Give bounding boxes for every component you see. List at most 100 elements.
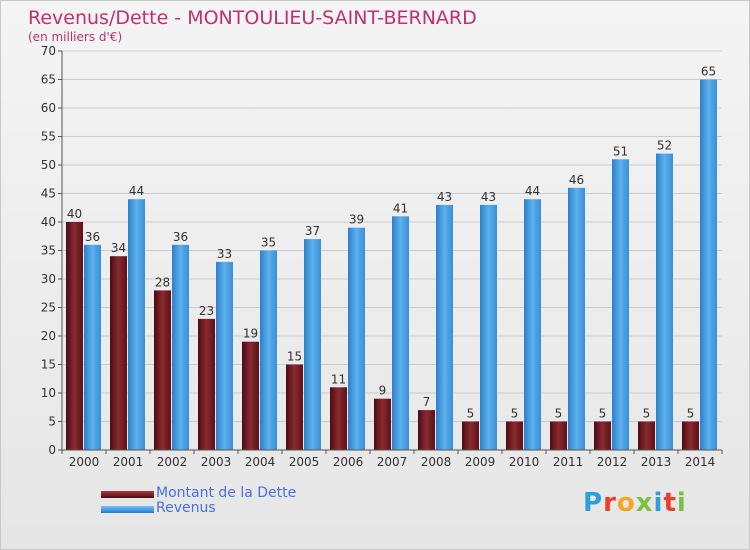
bar-revenus xyxy=(568,187,585,451)
y-tick-label: 5 xyxy=(48,415,56,429)
bar-dette xyxy=(198,318,215,450)
bar-revenus xyxy=(392,216,409,450)
y-tick-label: 65 xyxy=(41,73,56,87)
bar-revenus-label: 43 xyxy=(481,190,496,204)
bar-revenus-label: 35 xyxy=(261,236,276,250)
bar-revenus-label: 39 xyxy=(349,213,364,227)
bar-revenus-label: 41 xyxy=(393,201,408,215)
bar-dette xyxy=(242,341,259,450)
bar-dette xyxy=(418,410,435,450)
bar-dette-label: 5 xyxy=(467,407,475,421)
x-tick-label: 2009 xyxy=(465,455,496,469)
x-tick-label: 2002 xyxy=(157,455,188,469)
bar-revenus xyxy=(480,204,497,450)
x-tick-label: 2011 xyxy=(553,455,584,469)
bar-dette xyxy=(506,421,523,450)
bar-revenus-label: 36 xyxy=(85,230,100,244)
bar-revenus-label: 33 xyxy=(217,247,232,261)
bar-dette-label: 40 xyxy=(67,207,82,221)
y-tick-label: 10 xyxy=(41,386,56,400)
legend-swatch-revenus xyxy=(101,506,154,513)
bar-dette xyxy=(550,421,567,450)
logo-letter: t xyxy=(663,488,677,518)
x-tick-label: 2014 xyxy=(685,455,716,469)
x-tick-label: 2006 xyxy=(333,455,364,469)
bar-dette-label: 5 xyxy=(643,407,651,421)
y-tick-label: 50 xyxy=(41,158,56,172)
bar-revenus xyxy=(700,79,717,450)
y-tick-label: 60 xyxy=(41,101,56,115)
chart-subtitle: (en milliers d'€) xyxy=(28,30,123,44)
bar-dette-label: 5 xyxy=(511,407,519,421)
bar-dette xyxy=(154,290,171,450)
bar-dette-label: 5 xyxy=(599,407,607,421)
bar-revenus-label: 51 xyxy=(613,144,628,158)
x-tick-label: 2010 xyxy=(509,455,540,469)
x-tick-label: 2000 xyxy=(69,455,100,469)
x-tick-label: 2013 xyxy=(641,455,672,469)
bar-dette-label: 19 xyxy=(243,327,258,341)
x-tick-label: 2007 xyxy=(377,455,408,469)
x-tick-label: 2005 xyxy=(289,455,320,469)
bar-revenus-label: 44 xyxy=(129,184,144,198)
legend-label-revenus: Revenus xyxy=(156,500,216,516)
bar-dette-label: 28 xyxy=(155,275,170,289)
bar-revenus-label: 52 xyxy=(657,139,672,153)
logo-letter: i xyxy=(676,488,687,518)
x-tick-label: 2012 xyxy=(597,455,628,469)
bar-revenus xyxy=(656,153,673,450)
bar-dette xyxy=(66,222,83,450)
x-tick-label: 2003 xyxy=(201,455,232,469)
bar-dette xyxy=(374,398,391,450)
y-tick-label: 15 xyxy=(41,358,56,372)
y-tick-label: 70 xyxy=(41,44,56,58)
bar-dette xyxy=(682,421,699,450)
bar-dette-label: 34 xyxy=(111,241,126,255)
bar-revenus xyxy=(260,250,277,450)
bar-dette-label: 11 xyxy=(331,372,346,386)
y-tick-label: 0 xyxy=(48,443,56,457)
bar-dette-label: 9 xyxy=(379,384,387,398)
x-tick-label: 2008 xyxy=(421,455,452,469)
logo-letter: x xyxy=(635,488,654,518)
bar-revenus xyxy=(84,244,101,450)
y-tick-label: 20 xyxy=(41,329,56,343)
bar-revenus xyxy=(612,159,629,451)
y-tick-label: 25 xyxy=(41,301,56,315)
bar-dette-label: 5 xyxy=(555,407,563,421)
bar-revenus xyxy=(304,239,321,450)
bar-dette xyxy=(638,421,655,450)
y-tick-label: 40 xyxy=(41,215,56,229)
bar-revenus-label: 44 xyxy=(525,184,540,198)
chart-title: Revenus/Dette - MONTOULIEU-SAINT-BERNARD xyxy=(28,7,477,29)
bar-dette-label: 7 xyxy=(423,395,431,409)
x-tick-label: 2001 xyxy=(113,455,144,469)
bar-revenus-label: 43 xyxy=(437,190,452,204)
bar-revenus xyxy=(436,204,453,450)
logo-letter: o xyxy=(616,488,636,518)
bar-revenus-label: 36 xyxy=(173,230,188,244)
bar-revenus xyxy=(524,199,541,450)
y-tick-label: 45 xyxy=(41,187,56,201)
bar-revenus xyxy=(216,261,233,450)
logo-letter: i xyxy=(653,488,664,518)
bar-dette xyxy=(330,387,347,450)
bar-dette xyxy=(110,256,127,450)
bar-dette xyxy=(462,421,479,450)
bar-revenus-label: 65 xyxy=(701,65,716,79)
legend-swatch-dette xyxy=(101,491,154,498)
proxiti-logo: Proxiti xyxy=(583,488,687,518)
bar-dette-label: 23 xyxy=(199,304,214,318)
bar-revenus xyxy=(348,227,365,450)
bar-revenus-label: 46 xyxy=(569,173,584,187)
bar-revenus xyxy=(172,244,189,450)
bar-dette-label: 15 xyxy=(287,350,302,364)
bar-dette xyxy=(286,364,303,450)
y-tick-label: 35 xyxy=(41,244,56,258)
bar-revenus-label: 37 xyxy=(305,224,320,238)
bar-revenus xyxy=(128,199,145,450)
logo-letter: r xyxy=(603,488,617,518)
x-tick-label: 2004 xyxy=(245,455,276,469)
